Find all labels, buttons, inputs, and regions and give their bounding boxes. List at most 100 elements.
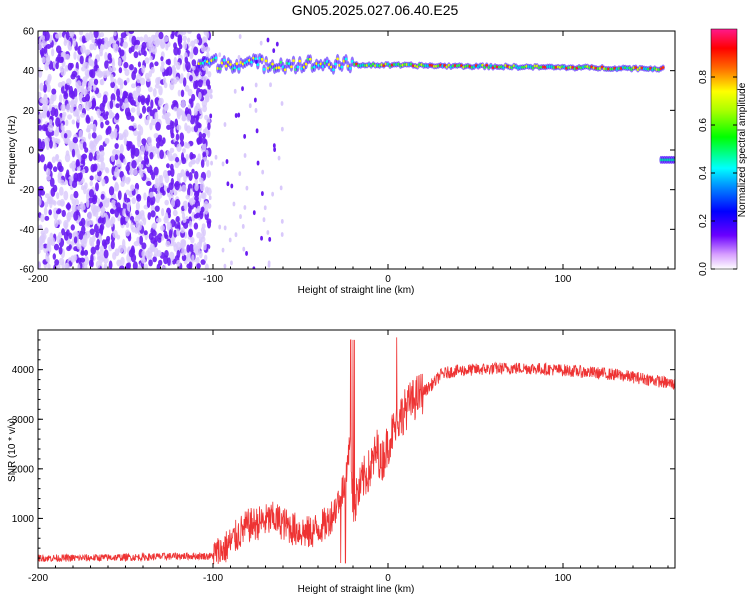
noise-point [183, 204, 187, 210]
noise-point [130, 253, 137, 263]
noise-point [254, 82, 258, 88]
noise-point [119, 170, 124, 178]
noise-point [158, 31, 164, 40]
noise-point [150, 66, 155, 74]
noise-point [73, 190, 79, 199]
noise-point [193, 170, 199, 180]
noise-point [114, 113, 120, 120]
noise-point [119, 98, 123, 107]
noise-point [239, 214, 242, 219]
noise-point [98, 144, 105, 152]
noise-point [99, 102, 105, 112]
noise-point [179, 132, 185, 142]
noise-point [175, 228, 180, 237]
noise-point [93, 163, 98, 171]
noise-point [179, 109, 184, 116]
noise-point [160, 39, 166, 49]
noise-point [259, 40, 263, 46]
noise-point [177, 221, 181, 230]
noise-point [146, 115, 151, 121]
noise-point [176, 107, 180, 118]
snr-plot-area [38, 330, 675, 568]
noise-point [70, 73, 76, 80]
noise-point [202, 76, 207, 83]
noise-point [234, 232, 238, 238]
noise-point [167, 58, 171, 66]
noise-point [126, 202, 131, 212]
noise-point [148, 259, 153, 267]
noise-point [91, 97, 96, 107]
noise-point [177, 89, 181, 97]
noise-point [107, 52, 112, 61]
noise-point [90, 253, 94, 263]
noise-point [144, 57, 150, 64]
tonal-line-segment [336, 57, 339, 61]
noise-point [202, 151, 207, 158]
noise-point [198, 131, 203, 140]
noise-point [154, 111, 159, 121]
noise-point [177, 34, 182, 40]
colorbar-tick-label: 0.6 [698, 118, 709, 132]
noise-point [109, 100, 114, 110]
noise-point [101, 215, 106, 225]
noise-point [193, 125, 199, 133]
tonal-line-segment [283, 68, 287, 72]
noise-point [91, 38, 96, 44]
noise-point [160, 225, 165, 232]
noise-point [140, 145, 146, 155]
noise-point [148, 142, 153, 152]
noise-point [44, 201, 49, 208]
noise-point [46, 175, 51, 181]
noise-point [124, 97, 129, 107]
noise-point [41, 97, 46, 105]
snr-x-label: Height of straight line (km) [298, 584, 415, 595]
noise-point [47, 123, 54, 133]
noise-point [50, 237, 56, 247]
noise-point [193, 38, 199, 44]
noise-point [75, 158, 80, 167]
tonal-line-segment [344, 57, 348, 61]
noise-point [154, 61, 159, 67]
noise-point [199, 182, 205, 192]
noise-point [130, 222, 134, 230]
colorbar-ticks: 0.0 0.2 0.4 0.6 0.8 [698, 70, 737, 276]
noise-point [252, 210, 256, 216]
noise-point [61, 228, 66, 236]
noise-point [186, 31, 192, 34]
noise-point [147, 212, 151, 221]
noise-point [86, 100, 93, 109]
noise-point [147, 86, 153, 93]
noise-point [175, 156, 180, 163]
noise-point [113, 31, 117, 37]
noise-point [157, 237, 162, 243]
noise-point [52, 166, 58, 173]
noise-point [195, 212, 201, 219]
noise-point [174, 198, 181, 208]
noise-point [80, 217, 86, 227]
noise-point [199, 210, 204, 220]
noise-point [67, 114, 73, 120]
noise-point [110, 216, 116, 225]
noise-point [218, 224, 222, 230]
tonal-line-segment [260, 57, 264, 61]
noise-point [111, 199, 116, 207]
noise-point [60, 68, 66, 77]
noise-point [280, 232, 284, 237]
noise-point [272, 48, 276, 53]
noise-point [66, 78, 72, 86]
noise-point [223, 122, 227, 127]
noise-point [160, 56, 164, 62]
noise-point [180, 99, 186, 109]
noise-point [134, 44, 141, 51]
noise-point [93, 155, 97, 161]
noise-point [206, 169, 212, 179]
noise-point [70, 255, 76, 263]
noise-point [92, 84, 97, 91]
noise-point [241, 224, 245, 229]
noise-point [164, 112, 170, 122]
noise-point [38, 140, 43, 149]
noise-point [186, 37, 191, 43]
noise-point [64, 221, 68, 232]
noise-point [73, 211, 79, 221]
noise-point [194, 178, 199, 185]
